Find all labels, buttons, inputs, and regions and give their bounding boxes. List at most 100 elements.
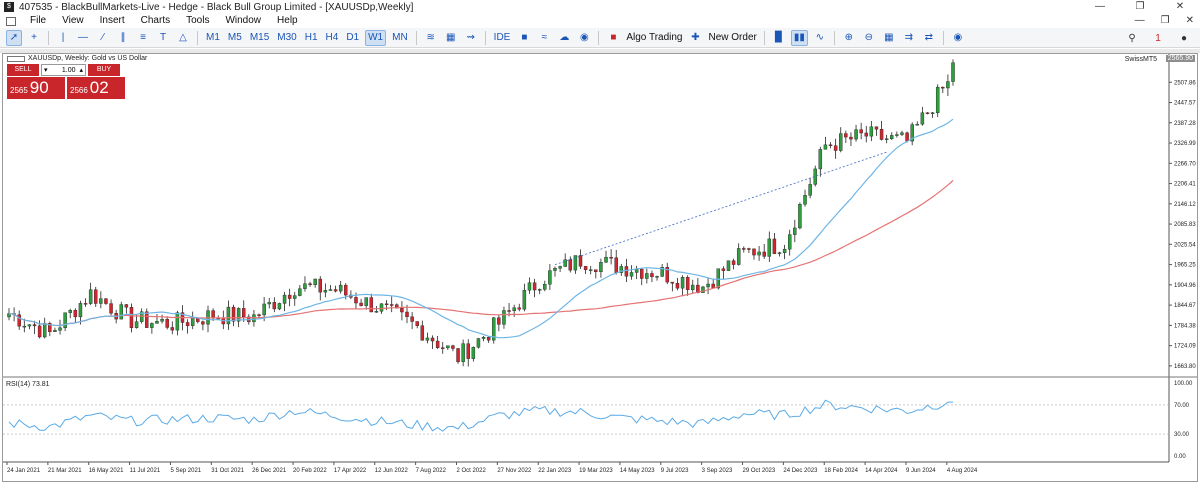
shapes-icon[interactable]: △ — [179, 32, 187, 43]
menu-window[interactable]: Window — [225, 15, 262, 26]
timeframe-m30[interactable]: M30 — [277, 32, 297, 43]
lot-increase-icon[interactable]: ▴ — [79, 67, 84, 74]
bear-candle — [257, 314, 261, 316]
bear-candle — [400, 307, 404, 313]
timeframe-d1[interactable]: D1 — [346, 32, 360, 43]
vertical-line-icon[interactable]: | — [61, 32, 65, 43]
bull-candle — [155, 320, 159, 324]
fibonacci-icon[interactable]: ≡ — [140, 32, 146, 43]
timeframe-m15[interactable]: M15 — [249, 32, 270, 43]
auto-scroll-icon[interactable]: ⇉ — [904, 32, 914, 43]
signal-icon[interactable]: ≈ — [541, 32, 548, 43]
menu-file[interactable]: File — [30, 15, 47, 26]
chart-shift-icon[interactable]: ⇄ — [924, 32, 934, 43]
menu-view[interactable]: View — [62, 15, 84, 26]
rsi-axis-label: 70.00 — [1174, 403, 1190, 409]
time-axis-label: 19 Mar 2023 — [579, 468, 613, 474]
bull-candle — [226, 306, 231, 325]
text-tool-icon[interactable]: T — [159, 32, 167, 43]
menu-charts[interactable]: Charts — [140, 15, 171, 26]
chart-close-icon[interactable]: ✕ — [1185, 15, 1194, 26]
bear-candle — [583, 266, 588, 270]
timeframe-mn[interactable]: MN — [392, 32, 408, 43]
chart-window[interactable]: 2507.86 2447.57 2387.28 2326.99 2266.70 2206.… — [2, 53, 1198, 482]
timeframe-h1[interactable]: H1 — [304, 32, 318, 43]
ide-button[interactable]: IDE — [493, 32, 511, 43]
bull-candle — [537, 289, 542, 291]
timeframe-m5[interactable]: M5 — [227, 32, 242, 43]
symbol-icon — [7, 55, 25, 62]
bull-candle — [823, 144, 828, 150]
bear-candle — [318, 278, 322, 293]
bear-candle — [762, 251, 766, 257]
bull-candle — [900, 132, 904, 135]
bull-candle — [839, 133, 843, 151]
one-click-trading-panel: SELL ▾ 1.00 ▴ BUY 2565 90 2566 02 — [7, 64, 125, 100]
bear-candle — [287, 294, 292, 299]
bear-candle — [859, 129, 863, 134]
bear-candle — [241, 308, 246, 318]
chart-type-icon[interactable]: ≋ — [426, 32, 435, 43]
price-axis-label: 1784.38 — [1174, 323, 1196, 329]
algo-trading-button[interactable]: Algo Trading — [626, 32, 683, 43]
time-axis-label: 4 Aug 2024 — [947, 468, 978, 474]
bull-candle — [818, 149, 823, 170]
lot-size-value[interactable]: 1.00 — [61, 66, 76, 74]
lock-icon[interactable]: ■ — [521, 32, 528, 43]
cursor-arrow-icon[interactable]: ➚ — [6, 29, 22, 46]
moving-average-slow — [8, 180, 954, 327]
screenshot-icon[interactable]: ◉ — [953, 32, 963, 43]
trendline-icon[interactable]: ∕ — [102, 32, 104, 43]
bear-candle — [272, 302, 277, 310]
close-icon[interactable]: ✕ — [1175, 1, 1185, 12]
bear-candle — [185, 322, 190, 326]
bull-candle — [716, 268, 721, 289]
candlestick-icon[interactable]: ▮▮ — [790, 29, 808, 46]
channel-icon[interactable]: ∥ — [120, 32, 126, 43]
sell-button[interactable]: SELL — [7, 64, 39, 76]
algo-trading-icon[interactable]: ■ — [610, 32, 617, 43]
price-axis-label: 1663.80 — [1174, 364, 1196, 370]
notification-icon[interactable]: 1 — [1155, 32, 1161, 44]
timeframe-m1[interactable]: M1 — [206, 32, 220, 43]
horizontal-line-icon[interactable]: — — [78, 32, 88, 43]
chart-restore-icon[interactable]: ❐ — [1160, 15, 1170, 26]
lot-decrease-icon[interactable]: ▾ — [44, 67, 48, 74]
buy-price-box[interactable]: 2566 02 — [67, 77, 125, 99]
restore-icon[interactable]: ❐ — [1135, 1, 1145, 12]
vps-icon[interactable]: ◉ — [579, 32, 589, 43]
account-icon[interactable]: ● — [1180, 32, 1188, 44]
menu-insert[interactable]: Insert — [99, 15, 125, 26]
chart-minimize-icon[interactable]: — — [1134, 15, 1145, 26]
timeframe-w1[interactable]: W1 — [365, 29, 387, 46]
bear-candle — [752, 248, 756, 256]
line-chart-icon[interactable]: ∿ — [815, 32, 825, 43]
templates-icon[interactable]: ▦ — [445, 32, 456, 43]
bar-chart-icon[interactable]: ▉ — [775, 32, 783, 43]
bull-candle — [298, 288, 302, 296]
time-axis-label: 29 Oct 2023 — [743, 468, 776, 474]
time-axis-label: 18 Feb 2024 — [824, 468, 858, 474]
chart-window-controls: — ❐ ✕ — [1135, 14, 1194, 28]
lot-size-stepper[interactable]: ▾ 1.00 ▴ — [41, 64, 87, 76]
timeframe-h4[interactable]: H4 — [325, 32, 339, 43]
chart-window-icon[interactable] — [6, 16, 16, 26]
toolbar-separator — [484, 30, 486, 45]
crosshair-icon[interactable]: + — [31, 32, 37, 43]
minimize-icon[interactable]: — — [1095, 1, 1105, 12]
zoom-in-icon[interactable]: ⊕ — [844, 32, 854, 43]
indicators-icon[interactable]: ⇝ — [466, 32, 475, 43]
bull-candle — [706, 283, 710, 288]
tile-windows-icon[interactable]: ▦ — [884, 32, 894, 43]
menu-tools[interactable]: Tools — [186, 15, 210, 26]
search-icon[interactable]: ⚲ — [1128, 32, 1136, 44]
bull-candle — [895, 134, 899, 136]
sell-price-box[interactable]: 2565 90 — [7, 77, 65, 99]
zoom-out-icon[interactable]: ⊖ — [864, 32, 874, 43]
new-order-icon[interactable]: ✚ — [691, 32, 700, 43]
buy-button[interactable]: BUY — [88, 64, 121, 76]
menu-help[interactable]: Help — [277, 15, 298, 26]
new-order-button[interactable]: New Order — [708, 32, 757, 43]
price-chart[interactable]: 2507.86 2447.57 2387.28 2326.99 2266.70 2206.… — [3, 54, 1197, 481]
cloud-icon[interactable]: ☁ — [559, 32, 570, 43]
